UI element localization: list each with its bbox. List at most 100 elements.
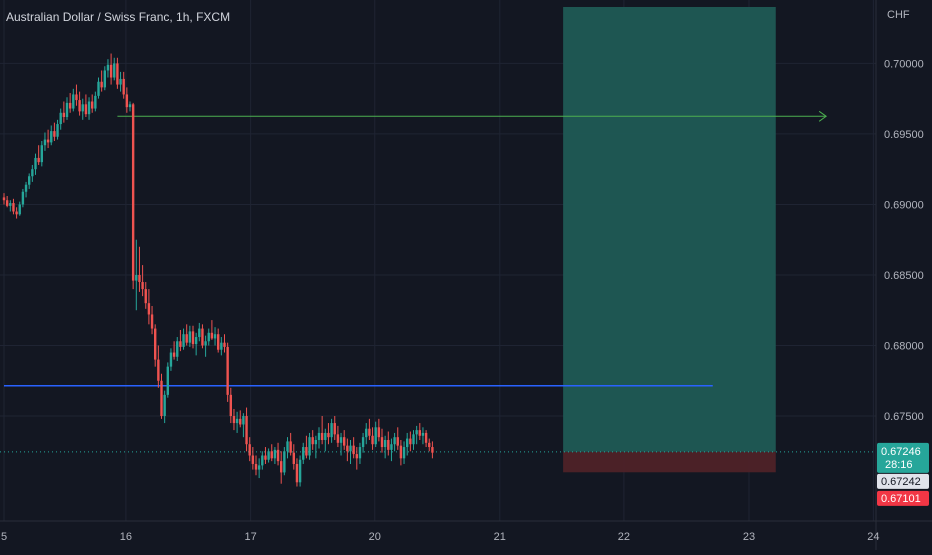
candle — [62, 101, 66, 123]
stop-loss-zone[interactable] — [563, 451, 776, 473]
candle — [229, 387, 232, 424]
line-layer[interactable] — [0, 110, 876, 453]
candle-body — [15, 211, 18, 215]
candle-body — [150, 314, 154, 329]
candle — [292, 444, 295, 470]
candle — [239, 410, 242, 428]
candle-body — [355, 454, 358, 459]
candle — [144, 282, 147, 309]
candle-body — [242, 416, 245, 425]
candle — [286, 437, 289, 459]
candle-body — [235, 418, 239, 424]
current-price-label: 0.67246 — [881, 446, 921, 458]
candle — [5, 195, 9, 208]
candle-body — [267, 451, 270, 460]
candle — [125, 87, 129, 113]
candle — [21, 188, 25, 208]
candle-body — [53, 131, 56, 137]
candle-body — [122, 78, 125, 95]
entry-price-badge — [877, 473, 929, 489]
stop-price-label: 0.67101 — [881, 493, 921, 505]
candle-body — [56, 124, 59, 137]
candle — [295, 458, 299, 487]
candle — [78, 91, 81, 116]
candle-body — [2, 197, 6, 201]
candle-body — [280, 461, 283, 473]
candle-body — [298, 459, 302, 483]
candle-body — [94, 95, 97, 109]
candle-body — [317, 432, 321, 440]
candle-body — [223, 342, 226, 347]
candle — [100, 70, 103, 92]
candle-body — [81, 104, 84, 112]
candle-body — [46, 139, 50, 143]
candle — [217, 328, 220, 353]
candle-body — [361, 437, 365, 448]
candle — [75, 84, 78, 106]
candle — [343, 430, 346, 450]
candle — [31, 164, 34, 182]
candle — [87, 97, 91, 120]
candle-body — [399, 445, 403, 459]
profit-zone[interactable] — [563, 7, 776, 452]
arrow-head-icon — [818, 110, 828, 122]
candle-body — [103, 70, 106, 88]
candle — [12, 198, 15, 215]
candle — [34, 153, 37, 175]
candle-body — [339, 437, 343, 443]
candle-body — [431, 447, 434, 453]
candle — [128, 101, 132, 112]
candle-body — [204, 341, 207, 346]
x-tick-label: 21 — [494, 531, 506, 543]
candle — [415, 425, 418, 445]
candle-body — [65, 102, 69, 118]
candle — [235, 411, 239, 433]
position-box-layer[interactable] — [563, 7, 776, 473]
candle-body — [194, 337, 198, 345]
candle — [380, 428, 384, 453]
candle-body — [24, 184, 28, 192]
candle — [198, 322, 201, 342]
candle-body — [141, 282, 144, 290]
candle — [50, 125, 53, 146]
candle-body — [100, 81, 103, 88]
candle-body — [264, 455, 267, 460]
candle — [160, 373, 163, 419]
candle-body — [198, 328, 201, 338]
candle-body — [273, 449, 277, 459]
candle-body — [276, 449, 280, 462]
candle-body — [232, 416, 236, 424]
candle — [191, 325, 195, 349]
candle — [305, 435, 308, 459]
candle — [270, 444, 273, 462]
candle-body — [125, 94, 129, 108]
candle-body — [302, 447, 305, 460]
candle-body — [383, 439, 387, 448]
candle — [276, 442, 280, 466]
y-tick-label: 0.69000 — [884, 199, 924, 211]
candle-body — [12, 203, 15, 212]
candle-body — [358, 447, 362, 459]
candle-body — [257, 465, 261, 470]
candle — [141, 265, 144, 297]
candle-body — [62, 112, 66, 118]
candle — [349, 439, 352, 464]
candle-body — [21, 191, 25, 205]
candle — [97, 77, 100, 99]
candle-body — [40, 145, 43, 163]
candle — [135, 239, 138, 311]
candle-body — [336, 434, 340, 443]
candle — [399, 439, 403, 466]
candle-body — [393, 437, 396, 445]
candle-body — [31, 169, 34, 177]
candle — [188, 325, 192, 347]
candle — [339, 432, 343, 456]
candle-body — [116, 63, 119, 85]
candle — [109, 53, 113, 85]
candle-body — [43, 139, 47, 146]
candle — [185, 324, 188, 346]
candle-body — [28, 176, 31, 185]
candle-body — [72, 94, 75, 109]
